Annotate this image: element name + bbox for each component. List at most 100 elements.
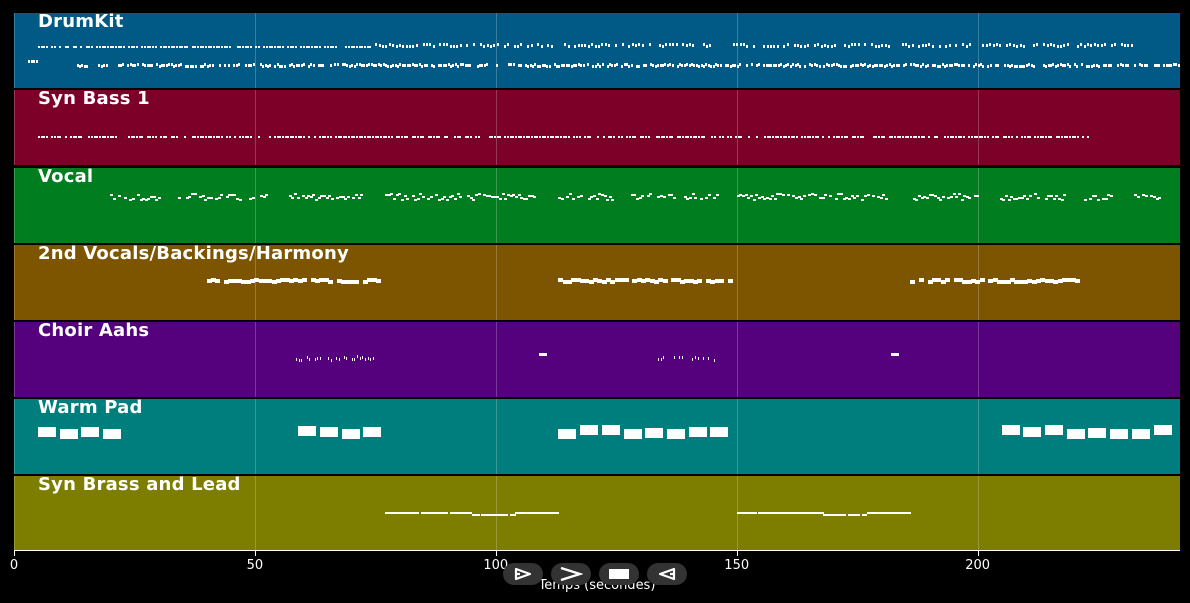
midi-note [274, 65, 277, 68]
midi-note [1068, 136, 1071, 138]
midi-note [795, 197, 799, 199]
midi-note [965, 45, 968, 48]
midi-note [613, 64, 616, 67]
midi-note [348, 136, 351, 138]
midi-note [342, 136, 345, 138]
grid-line [495, 90, 497, 165]
midi-note [228, 136, 231, 138]
midi-note [960, 136, 963, 138]
midi-note [28, 60, 31, 63]
midi-note [281, 46, 284, 48]
play-button[interactable] [503, 563, 543, 585]
midi-note [506, 43, 509, 46]
midi-note [467, 195, 471, 197]
midi-note [724, 64, 727, 67]
midi-note [781, 194, 785, 196]
midi-note [301, 195, 305, 197]
midi-note [635, 65, 638, 68]
midi-note [912, 63, 915, 66]
midi-note [249, 198, 253, 200]
midi-note [931, 64, 934, 67]
midi-note [357, 355, 359, 358]
midi-note [51, 136, 54, 138]
midi-note [401, 64, 404, 67]
midi-note [953, 278, 959, 282]
midi-note [1083, 199, 1087, 201]
midi-note [947, 197, 951, 199]
midi-note [524, 64, 527, 67]
midi-note [271, 280, 277, 284]
midi-note [568, 136, 571, 138]
midi-note [621, 43, 624, 46]
midi-note [544, 136, 547, 138]
midi-note [364, 136, 367, 138]
midi-note [146, 64, 149, 67]
midi-note [773, 45, 776, 48]
midi-note [562, 280, 568, 284]
midi-note [99, 46, 102, 48]
midi-note [178, 46, 181, 48]
midi-note [893, 512, 897, 514]
midi-note [1042, 136, 1045, 138]
midi-note [1110, 195, 1114, 197]
midi-note [1018, 280, 1024, 284]
midi-note [314, 358, 316, 361]
midi-note [1158, 64, 1161, 67]
midi-note [625, 63, 628, 66]
midi-note [207, 46, 210, 48]
midi-note [344, 198, 348, 200]
midi-note [1018, 65, 1021, 68]
midi-note [915, 64, 917, 67]
midi-note [837, 514, 841, 516]
midi-note [556, 512, 560, 514]
midi-note [833, 63, 836, 66]
forward-button[interactable] [551, 563, 591, 585]
midi-note [435, 136, 438, 138]
midi-note [175, 64, 178, 67]
midi-note [1134, 194, 1138, 196]
midi-note [554, 136, 557, 138]
midi-note [1005, 136, 1008, 138]
midi-note [262, 65, 265, 68]
midi-note [414, 199, 418, 201]
midi-note [915, 199, 919, 201]
midi-note [900, 512, 904, 514]
midi-note [220, 194, 224, 196]
grid-line [254, 168, 256, 243]
midi-note [705, 279, 711, 283]
midi-note [710, 65, 713, 68]
midi-note [828, 514, 832, 516]
midi-note [1056, 45, 1059, 48]
midi-note [896, 136, 899, 138]
midi-note [960, 199, 964, 201]
midi-note [220, 46, 223, 48]
midi-note [466, 44, 469, 47]
midi-note [263, 279, 269, 283]
midi-note [503, 514, 507, 516]
midi-note [1037, 136, 1040, 138]
midi-note [1071, 136, 1074, 138]
midi-note [435, 194, 439, 196]
midi-note [409, 512, 413, 514]
midi-note [211, 278, 217, 282]
midi-note [291, 63, 294, 66]
midi-note [1076, 136, 1079, 138]
midi-note [114, 136, 117, 138]
midi-note [146, 46, 149, 48]
midi-note [173, 65, 175, 68]
midi-note [136, 136, 139, 138]
stop-button[interactable] [599, 563, 639, 585]
midi-note [1150, 195, 1154, 197]
midi-note [609, 63, 612, 66]
grid-line [14, 476, 15, 551]
midi-note [163, 64, 166, 67]
midi-note [527, 512, 531, 514]
back-button[interactable] [647, 563, 687, 585]
midi-note [361, 136, 364, 138]
midi-note [1142, 194, 1146, 196]
midi-note [101, 46, 104, 48]
midi-note [678, 63, 681, 66]
midi-note [962, 43, 965, 46]
midi-note [760, 196, 764, 198]
midi-note [869, 64, 872, 67]
